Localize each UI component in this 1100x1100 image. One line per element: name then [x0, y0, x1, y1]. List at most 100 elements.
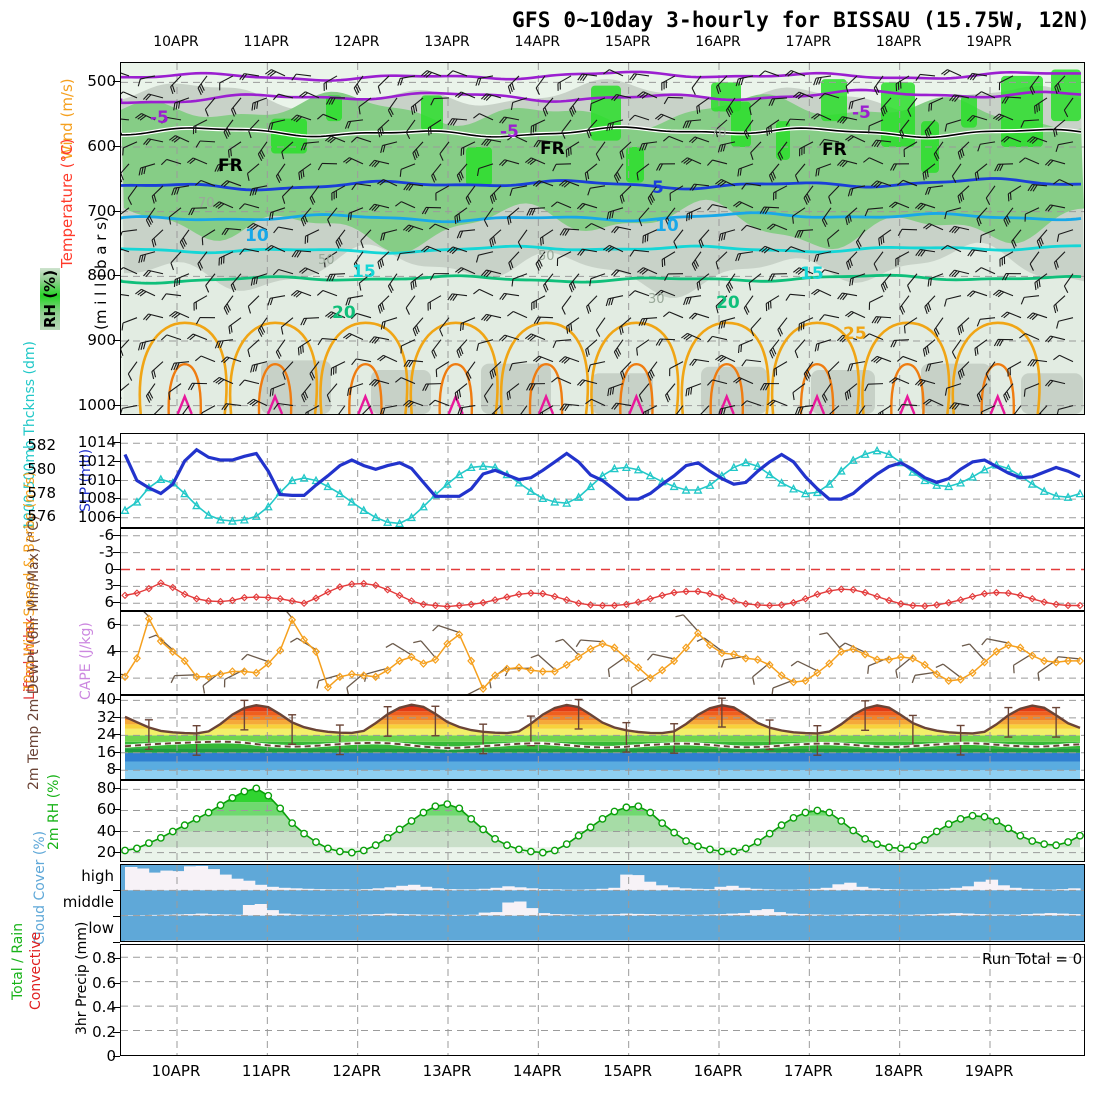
cloud-bar	[455, 940, 468, 941]
cloud-bar	[1044, 940, 1057, 941]
cloud-bar	[997, 885, 1010, 891]
cloud-bar	[832, 884, 845, 891]
y-tick-mark	[113, 769, 120, 771]
cloud-bar	[396, 914, 409, 916]
cloud-bar	[408, 914, 421, 916]
top-date-label: 12APR	[333, 34, 380, 50]
y-tick-mark	[113, 650, 120, 652]
y-tick-label-lifted-index: -6	[99, 525, 114, 544]
cloud-bar	[584, 940, 598, 941]
cloud-bar	[231, 940, 244, 941]
cloud-bar	[938, 940, 951, 941]
cloud-bar	[160, 870, 173, 891]
cloud-bar	[136, 868, 150, 891]
y-tick-mark	[113, 851, 120, 853]
cloud-bar	[596, 888, 609, 891]
cloud-bar	[702, 914, 716, 916]
y-tick-mark	[113, 551, 120, 553]
y-tick-mark	[113, 942, 120, 943]
series-wind-speed	[124, 616, 1080, 691]
isotherm-30	[528, 363, 564, 414]
cloud-bar	[679, 940, 692, 941]
cloud-bar	[962, 913, 975, 916]
bottom-date-label: 13APR	[422, 1062, 472, 1080]
cloud-bar	[184, 940, 197, 941]
y-tick-label: 900	[87, 330, 116, 349]
cloud-bar	[785, 913, 798, 916]
cloud-bar	[761, 909, 775, 916]
cloud-bar	[184, 914, 197, 916]
y-tick-label: 60	[96, 800, 116, 819]
y-tick-label: 2	[106, 668, 116, 687]
cloud-bar	[620, 913, 633, 916]
cloud-bar	[525, 888, 539, 891]
cloud-bar	[466, 940, 480, 941]
cloud-bar	[856, 940, 869, 941]
cloud-bar	[478, 912, 492, 916]
cloud-bar	[195, 866, 209, 891]
isotherm-35	[808, 393, 826, 414]
cloud-bar	[160, 914, 173, 916]
cloud-bar	[573, 940, 586, 941]
contour-label: 15	[800, 264, 824, 284]
isotherm-25	[499, 321, 590, 414]
cloud-bar	[1056, 913, 1069, 916]
y-tick-mark	[113, 916, 120, 917]
isotherm-30	[438, 363, 473, 414]
cloud-bar	[856, 914, 869, 916]
cloud-bar	[620, 940, 633, 941]
top-date-label: 17APR	[785, 34, 832, 50]
cloud-bar	[219, 940, 232, 941]
y-tick-label: 600	[87, 137, 116, 156]
isotherm-30	[890, 363, 925, 414]
y-tick-label-thickness: 582	[27, 435, 56, 454]
cloud-bar	[372, 940, 385, 941]
cloud-bar	[726, 885, 739, 891]
cloud-bar	[502, 902, 515, 916]
contour-label: 50	[538, 249, 555, 264]
cloud-bar	[325, 940, 338, 941]
isotherm-25	[228, 321, 319, 414]
cloud-bar	[443, 889, 456, 891]
cloud-bar	[867, 940, 881, 941]
cloud-bar	[490, 940, 503, 941]
label-cape: CAPE (J/kg)	[78, 622, 94, 700]
cloud-bar	[808, 940, 822, 941]
y-tick-label: 1008	[77, 489, 116, 508]
contour-label: 20	[332, 303, 356, 323]
top-date-label: 16APR	[695, 34, 741, 50]
cloud-bar	[125, 867, 138, 891]
cloud-bar	[926, 889, 940, 891]
isotherm-30	[167, 363, 202, 414]
bottom-date-label: 10APR	[151, 1062, 201, 1080]
cloud-bar	[891, 914, 904, 916]
isotherm-30	[980, 363, 1015, 414]
cloud-bar	[360, 889, 374, 891]
cloud-bar	[726, 940, 739, 941]
cloud-bar	[962, 886, 975, 891]
y-tick-label: 1006	[77, 507, 116, 526]
panel-precip	[120, 944, 1085, 1056]
cloud-bar	[643, 881, 657, 891]
cloud-bar	[632, 875, 645, 891]
y-tick-mark	[113, 339, 120, 341]
series-lifted-index	[124, 582, 1080, 608]
cloud-bar	[785, 940, 798, 941]
y-tick-mark	[113, 275, 120, 277]
cloud-bar	[879, 940, 892, 941]
cloud-bar	[254, 940, 268, 941]
y-tick-label: 1012	[77, 451, 116, 470]
cloud-bar	[973, 940, 987, 941]
top-date-label: 11APR	[243, 34, 290, 50]
cloud-bar	[844, 914, 857, 916]
y-tick-label-lifted-index: 6	[104, 593, 114, 612]
contour-label: 5	[652, 178, 664, 198]
cloud-bar	[690, 888, 704, 891]
contour-label: 20	[716, 293, 740, 313]
cloud-bar	[950, 940, 963, 941]
top-date-label: 18APR	[875, 34, 922, 50]
y-tick-label-thickness: 576	[27, 507, 56, 526]
cloud-bar	[408, 940, 421, 941]
cloud-bar	[184, 866, 197, 891]
cloud-bar	[431, 940, 444, 941]
